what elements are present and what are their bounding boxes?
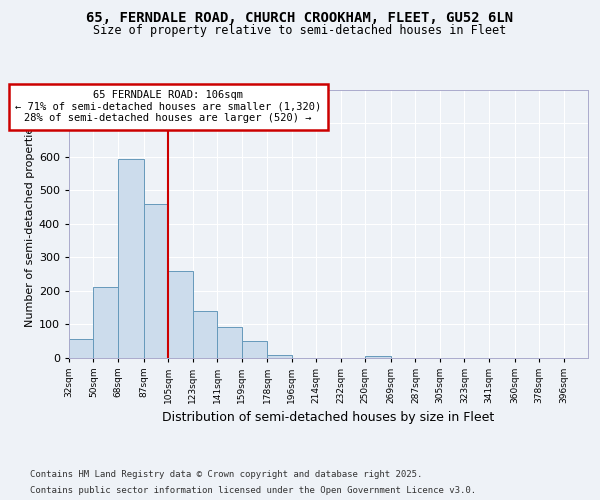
Text: 65 FERNDALE ROAD: 106sqm
← 71% of semi-detached houses are smaller (1,320)
28% o: 65 FERNDALE ROAD: 106sqm ← 71% of semi-d… xyxy=(15,90,322,124)
Bar xyxy=(168,270,193,358)
Text: 65, FERNDALE ROAD, CHURCH CROOKHAM, FLEET, GU52 6LN: 65, FERNDALE ROAD, CHURCH CROOKHAM, FLEE… xyxy=(86,11,514,25)
Text: Contains HM Land Registry data © Crown copyright and database right 2025.: Contains HM Land Registry data © Crown c… xyxy=(30,470,422,479)
Bar xyxy=(217,326,242,358)
Bar xyxy=(193,310,217,358)
Bar xyxy=(365,356,391,358)
Bar xyxy=(94,288,118,358)
Bar xyxy=(268,355,292,358)
Text: Size of property relative to semi-detached houses in Fleet: Size of property relative to semi-detach… xyxy=(94,24,506,37)
Text: Contains public sector information licensed under the Open Government Licence v3: Contains public sector information licen… xyxy=(30,486,476,495)
Bar xyxy=(118,158,144,358)
Bar xyxy=(144,204,168,358)
Bar xyxy=(69,339,94,357)
Bar xyxy=(242,342,268,357)
X-axis label: Distribution of semi-detached houses by size in Fleet: Distribution of semi-detached houses by … xyxy=(163,411,494,424)
Y-axis label: Number of semi-detached properties: Number of semi-detached properties xyxy=(25,120,35,327)
